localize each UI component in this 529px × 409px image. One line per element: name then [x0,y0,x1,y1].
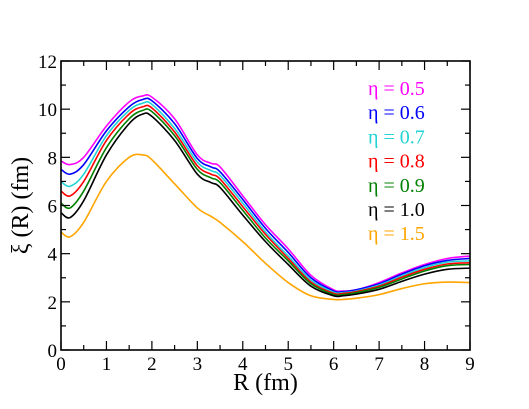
legend-entry-3: η = 0.7 [368,126,425,148]
x-tick-label: 8 [420,354,430,375]
x-tick-label: 5 [283,354,293,375]
legend-entry-5: η = 0.9 [368,175,425,197]
series-line-3 [61,100,470,295]
x-tick-label: 6 [329,354,339,375]
y-axis-title: ξ (R) (fm) [8,157,34,254]
series-line-4 [61,104,470,296]
x-tick-label: 0 [56,354,66,375]
series-line-6 [61,112,470,298]
series-line-7 [61,153,470,301]
y-tick-label: 4 [48,245,58,266]
x-tick-label: 1 [102,354,112,375]
legend: η = 0.5η = 0.6η = 0.7η = 0.8η = 0.9η = 1… [368,78,425,245]
y-tick-label: 0 [48,341,58,362]
x-tick-label: 7 [374,354,384,375]
x-tick-label: 3 [193,354,203,375]
x-axis-title: R (fm) [233,370,298,396]
y-tick-label: 10 [38,100,57,121]
legend-entry-2: η = 0.6 [368,102,425,124]
legend-entry-6: η = 1.0 [368,199,425,221]
legend-entry-1: η = 0.5 [368,78,425,100]
y-tick-label: 8 [48,148,58,169]
x-tick-label: 9 [465,354,475,375]
x-tick-label: 2 [147,354,157,375]
series-line-5 [61,108,470,297]
series-line-2 [61,97,470,294]
legend-entry-4: η = 0.8 [368,151,425,173]
y-tick-label: 2 [48,293,58,314]
y-tick-label: 12 [38,52,57,73]
series-line-1 [61,93,470,293]
series-layer [61,93,470,301]
legend-entry-7: η = 1.5 [368,223,425,245]
x-tick-label: 4 [238,354,248,375]
y-tick-label: 6 [48,197,58,218]
